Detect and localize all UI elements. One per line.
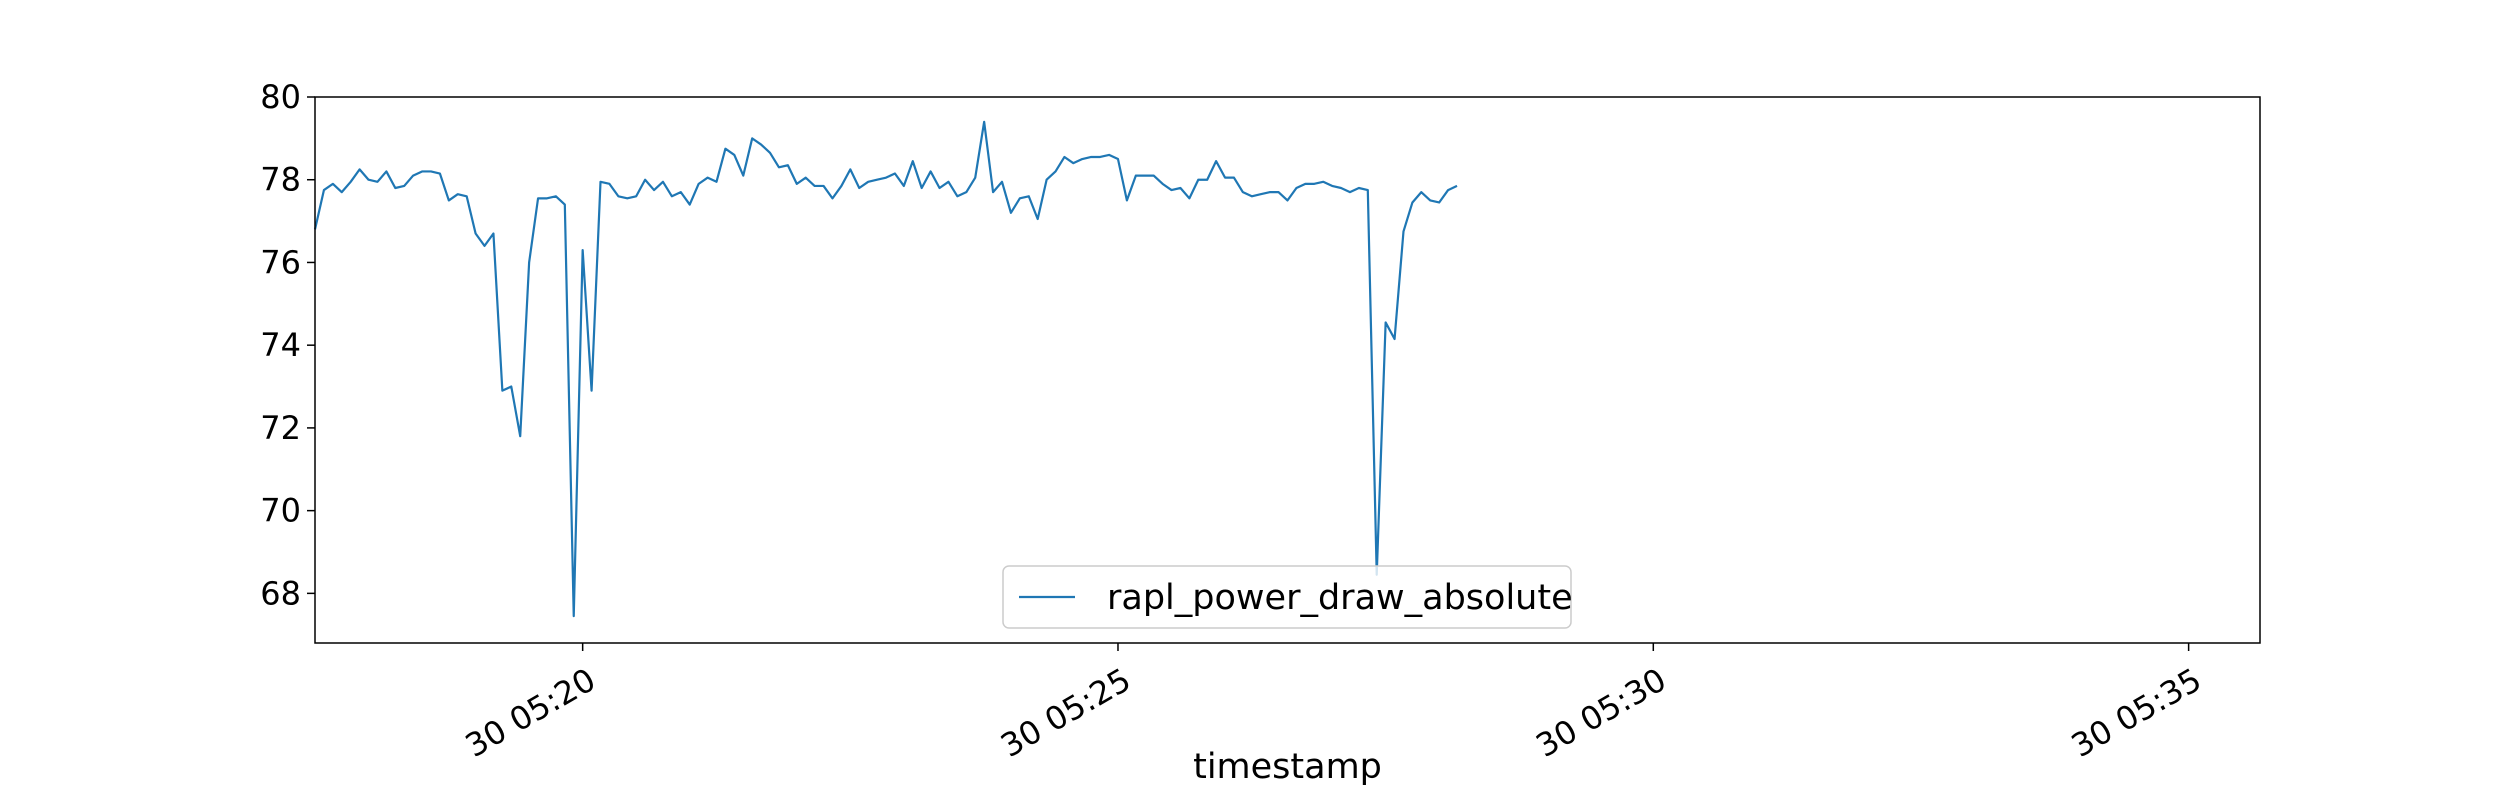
y-tick-label: 78 [260, 161, 301, 199]
legend-label-rapl_power_draw_absolute: rapl_power_draw_absolute [1107, 578, 1573, 618]
series-layer [313, 120, 1458, 618]
plot-frame [314, 96, 2261, 644]
y-tick-label: 70 [260, 492, 301, 530]
series-line-rapl_power_draw_absolute [313, 120, 1458, 618]
y-tick-label: 72 [260, 409, 301, 447]
legend-box [1002, 565, 1572, 629]
y-tick-label: 74 [260, 326, 301, 364]
legend: rapl_power_draw_absolute [1002, 565, 1573, 629]
y-axis: 68 70 72 74 76 78 80 [260, 78, 315, 612]
x-tick-label: 30 05:35 [2065, 660, 2208, 764]
x-tick-label: 30 05:20 [459, 660, 602, 764]
x-tick-label: 30 05:30 [1530, 660, 1673, 764]
y-tick-label: 68 [260, 574, 301, 612]
x-tick-label: 30 05:25 [994, 660, 1137, 764]
y-tick-label: 76 [260, 243, 301, 281]
y-tick-label: 80 [260, 78, 301, 116]
x-axis-label: timestamp [1193, 747, 1382, 787]
